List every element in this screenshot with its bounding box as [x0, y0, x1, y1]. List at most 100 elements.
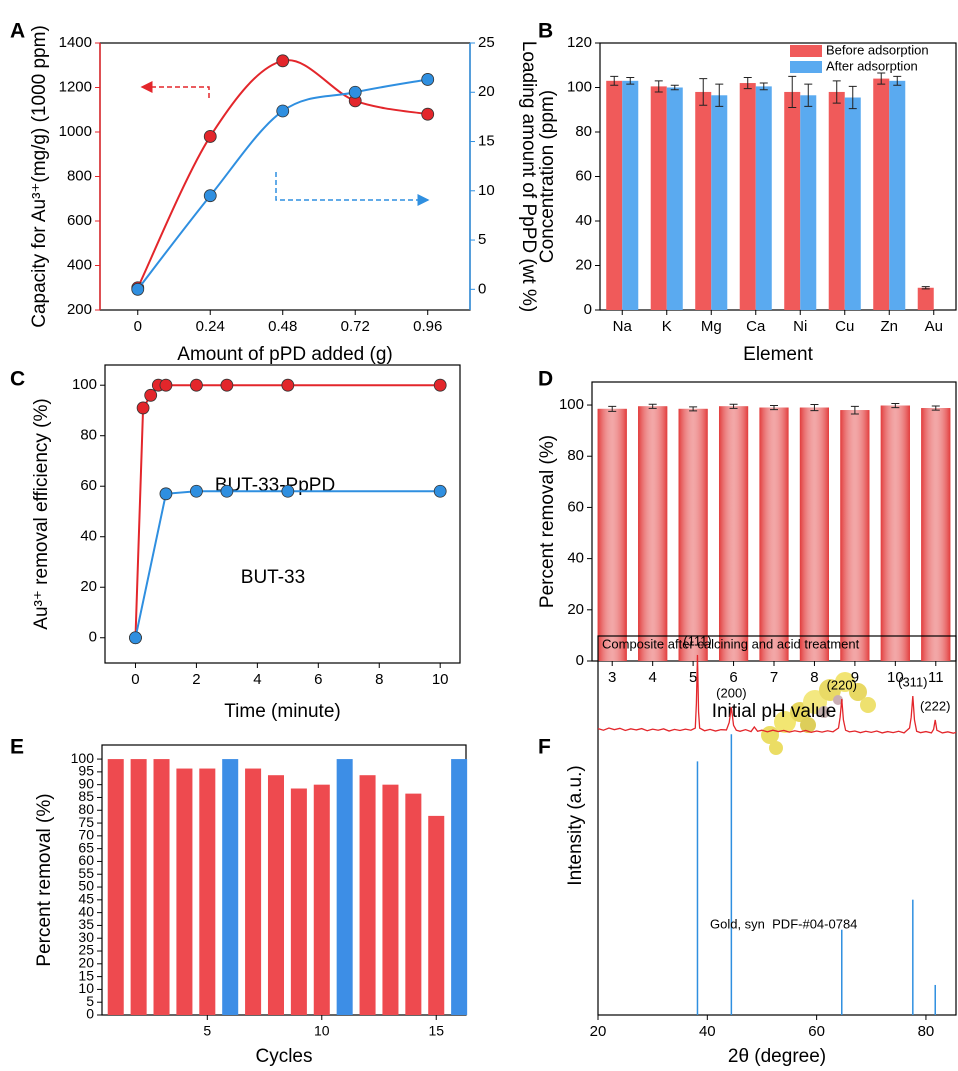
bar-shine	[597, 408, 627, 661]
x-tick-label: 7	[770, 669, 778, 686]
series-line	[136, 59, 428, 289]
panel-letter: A	[10, 20, 25, 43]
panel: D 0 20 40 60 80 100 3 4 5 6 7 8 9 10 11 Initial pH value…	[537, 368, 957, 722]
bar-shine	[678, 408, 708, 661]
y-tick-label: 0	[89, 629, 97, 646]
error-bar	[608, 405, 617, 412]
x-tick-label: 10	[314, 1023, 330, 1039]
y-tick-label: 30	[78, 929, 94, 945]
y-axis-title: Concentration (ppm)	[537, 90, 558, 263]
y2-axis-title: Loading amount of PpPD (wt %)	[518, 41, 539, 312]
series-label: BUT-33	[241, 567, 305, 588]
series-label: Composite after calcining and acid treat…	[602, 636, 860, 651]
y-tick-label: 20	[567, 601, 584, 618]
inset-structure	[761, 672, 876, 755]
x-axis-title: Element	[743, 344, 813, 365]
bar-shine	[880, 405, 910, 661]
axis-arrow	[140, 81, 210, 98]
x-tick-label: 6	[729, 669, 737, 686]
bar	[313, 784, 330, 1015]
y-tick-label: 60	[78, 852, 94, 868]
data-point	[281, 378, 295, 392]
axis-arrow	[275, 172, 430, 206]
x-axis-title: Time (minute)	[224, 701, 340, 722]
y-tick-label: 10	[78, 980, 94, 996]
plot-frame	[104, 364, 461, 664]
plot-frame	[99, 42, 471, 311]
y-tick-label: 90	[78, 775, 94, 791]
legend-label: After adsorption	[826, 58, 918, 73]
bar	[290, 788, 307, 1015]
y-tick-label: 15	[78, 967, 94, 983]
error-bar	[715, 83, 724, 107]
x-tick-label: 4	[648, 669, 656, 686]
y-tick-label: 1200	[59, 78, 92, 95]
error-bar	[877, 72, 886, 85]
y-tick-label: 65	[78, 839, 94, 855]
x-tick-label: Ni	[793, 318, 807, 335]
error-bar	[848, 85, 857, 110]
x-tick-label: 5	[689, 669, 697, 686]
y-tick-label: 35	[78, 916, 94, 932]
y2-tick-label: 20	[478, 83, 495, 100]
x-tick-label: 8	[375, 671, 383, 688]
bar	[784, 91, 801, 310]
bar	[755, 86, 772, 310]
error-bar	[788, 75, 797, 109]
bar	[267, 775, 284, 1015]
y-tick-label: 50	[78, 878, 94, 894]
data-point	[190, 378, 203, 392]
data-point	[433, 484, 447, 498]
y-tick-label: 60	[567, 498, 584, 515]
data-point	[421, 73, 435, 86]
plot-frame	[597, 635, 957, 1016]
error-bar	[654, 80, 663, 93]
y-tick-label: 45	[78, 891, 94, 907]
legend-swatch	[790, 61, 822, 73]
bar	[711, 95, 728, 310]
bar	[130, 759, 147, 1015]
bar-shine	[799, 407, 830, 661]
y-axis-title: Au³⁺ removal efficiency (%)	[31, 398, 52, 629]
panel-letter: E	[10, 736, 24, 759]
x-tick-label: 0.72	[341, 318, 370, 335]
x-tick-label: 0	[131, 671, 139, 688]
bar	[428, 815, 445, 1015]
data-point	[190, 484, 203, 498]
y-tick-label: 25	[78, 942, 94, 958]
y2-tick-label: 5	[478, 231, 486, 248]
peak-label: (200)	[716, 686, 746, 701]
data-point	[433, 378, 447, 392]
bar	[382, 784, 399, 1015]
panel: C 0 20 40 60 80 100 0 2 4 6 8 10 Time (minute) Au³⁺ re…	[10, 364, 461, 722]
bar	[889, 80, 906, 310]
y-tick-label: 100	[72, 376, 97, 393]
peak-label: (311)	[898, 675, 927, 690]
error-bar	[743, 76, 752, 90]
bar	[359, 775, 376, 1015]
y-tick-label: 100	[559, 396, 584, 413]
bar-shine	[638, 406, 668, 661]
y2-tick-label: 15	[478, 132, 495, 149]
x-tick-label: 4	[253, 671, 261, 688]
x-tick-label: Cu	[835, 318, 854, 335]
y-tick-label: 100	[567, 78, 592, 95]
error-bar	[648, 403, 657, 409]
error-bar	[759, 82, 768, 91]
y-tick-label: 100	[71, 750, 95, 766]
data-point	[159, 378, 173, 392]
bar	[199, 768, 216, 1015]
y-tick-label: 80	[575, 123, 592, 140]
bar	[844, 97, 861, 310]
panel: A 200 400 600 800 1000 1200 1400 0 5 10 15 20 25 0 0.24…	[10, 20, 539, 365]
panel: E051015202530354045505560657075808590951…	[10, 736, 468, 1067]
y-tick-label: 40	[575, 212, 592, 229]
x-tick-label: 11	[928, 669, 944, 686]
bar-shine	[759, 407, 789, 661]
data-point	[281, 484, 295, 498]
y2-tick-label: 10	[478, 182, 495, 199]
bar	[451, 759, 468, 1015]
x-tick-label: 15	[428, 1023, 444, 1039]
error-bar	[921, 286, 930, 290]
